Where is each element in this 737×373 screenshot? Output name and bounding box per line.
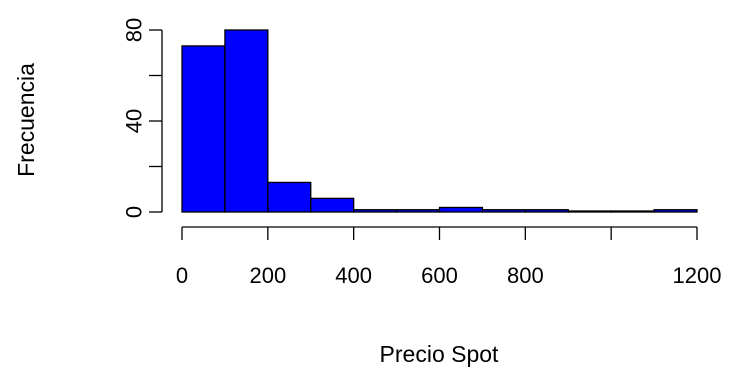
- x-tick-label-200: 200: [249, 263, 286, 288]
- histogram-bar-0-100: [181, 45, 226, 213]
- x-tick-label-800: 800: [507, 263, 544, 288]
- x-tick-label-600: 600: [421, 263, 458, 288]
- histogram-bar-200-300: [267, 181, 312, 213]
- histogram-bar-1000-1100: [610, 210, 655, 213]
- y-axis-title: Frecuencia: [13, 63, 39, 177]
- histogram-bar-300-400: [310, 197, 355, 213]
- histogram-bar-100-200: [224, 29, 269, 213]
- y-tick-label-80: 80: [122, 18, 147, 42]
- histogram-bar-600-700: [438, 206, 484, 213]
- bars-group: [181, 29, 698, 213]
- y-tick-label-0: 0: [122, 206, 147, 218]
- x-tick-label-400: 400: [335, 263, 372, 288]
- histogram-bar-500-600: [395, 209, 441, 213]
- x-axis-title: Precio Spot: [380, 341, 500, 367]
- histogram-bar-900-1000: [567, 210, 612, 213]
- x-tick-label-1200: 1200: [673, 263, 722, 288]
- histogram-bar-400-500: [353, 209, 398, 213]
- y-tick-label-40: 40: [122, 109, 147, 133]
- histogram-bar-700-800: [481, 209, 526, 213]
- histogram-bar-1100-1200: [653, 209, 698, 213]
- y-axis-ticks: 0 40 80: [122, 18, 162, 218]
- x-tick-label-0: 0: [176, 263, 188, 288]
- x-axis-ticks: 0 200 400 600 800 1200: [176, 227, 722, 288]
- histogram-bar-800-900: [524, 209, 569, 213]
